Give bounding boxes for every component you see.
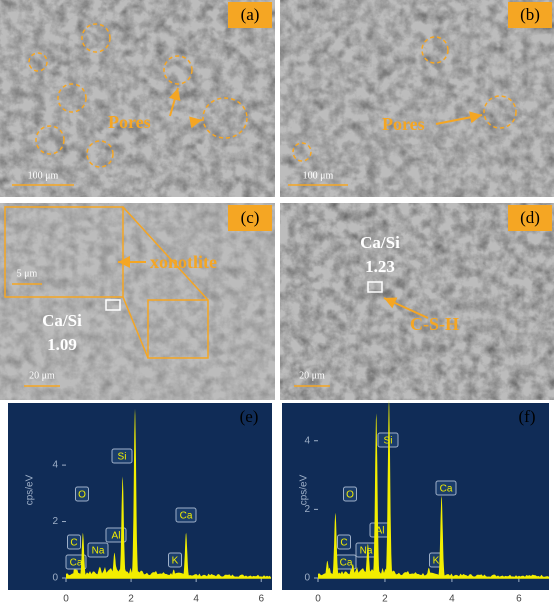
peak — [78, 532, 88, 578]
y-axis-label: cps/eV — [299, 474, 310, 505]
peak — [371, 413, 382, 578]
peak-label: Ca — [340, 558, 353, 569]
peak-label: Ca — [70, 558, 83, 569]
x-tick-label: 0 — [315, 594, 321, 605]
peak-label: C — [340, 538, 347, 549]
peak — [347, 564, 358, 578]
peak — [423, 567, 434, 578]
y-tick-label: 2 — [52, 516, 58, 527]
peak — [168, 569, 179, 578]
peak-label: Al — [376, 526, 385, 537]
panel-label: (f) — [519, 407, 536, 426]
peak — [322, 560, 333, 578]
x-tick-label: 6 — [516, 594, 522, 605]
x-tick-label: 2 — [382, 594, 388, 605]
ratio-label: Ca/Si — [42, 311, 82, 330]
peak-label-box — [377, 432, 399, 448]
peak — [383, 399, 394, 578]
peak — [72, 569, 82, 578]
ratio-value: 1.23 — [365, 257, 395, 276]
peak-label: K — [433, 556, 440, 567]
annotation: Pores — [108, 112, 151, 132]
y-tick-label: 2 — [304, 504, 310, 515]
peak — [109, 552, 120, 578]
y-axis-label: cps/eV — [25, 474, 36, 505]
ratio-label: Ca/Si — [360, 233, 400, 252]
peak-label-box — [87, 542, 109, 558]
peak-label-box — [75, 486, 89, 502]
peak-label: O — [78, 490, 86, 501]
peak — [94, 566, 105, 578]
peak-label-box — [67, 534, 81, 550]
peak-label: K — [172, 556, 179, 567]
x-tick-label: 4 — [193, 594, 199, 605]
panel-label: (c) — [241, 208, 260, 227]
peak — [362, 543, 373, 578]
spectrum-bg — [8, 403, 272, 590]
analysis-boxes — [105, 281, 383, 311]
peak-label: Ca — [440, 484, 453, 495]
sem-images — [0, 0, 554, 400]
peak-label-box — [343, 486, 357, 502]
y-tick-label: 0 — [304, 573, 310, 584]
peak — [130, 408, 140, 578]
peak-label-box — [337, 534, 351, 550]
peak-label: Si — [118, 452, 127, 463]
peak-label: O — [346, 490, 354, 501]
peak-label-box — [175, 507, 197, 523]
peak-label: Si — [384, 436, 393, 447]
peak-label: Na — [92, 546, 105, 557]
peak-label: C — [70, 538, 77, 549]
x-tick-label: 6 — [258, 594, 264, 605]
peak-label-box — [105, 527, 127, 543]
peak — [70, 561, 80, 578]
peak-label: Ca — [180, 511, 193, 522]
panel-label: (b) — [520, 5, 540, 24]
spectrum-bg — [282, 403, 549, 590]
y-tick-label: 4 — [52, 460, 58, 471]
peak-label-box — [168, 552, 182, 568]
peak — [436, 495, 447, 578]
scale-bar-label: 100 μm — [28, 170, 59, 181]
annotation: C-S-H — [410, 314, 459, 334]
ratio-value: 1.09 — [47, 335, 77, 354]
y-tick-label: 0 — [52, 573, 58, 584]
scale-bar-label: 5 μm — [17, 268, 38, 279]
panel-label: (a) — [241, 5, 260, 24]
peak — [181, 532, 191, 578]
y-tick-label: 4 — [304, 435, 310, 446]
x-tick-label: 0 — [63, 594, 69, 605]
peak — [330, 512, 341, 578]
inset-frame — [4, 206, 209, 359]
scale-bar-label: 100 μm — [303, 170, 334, 181]
x-tick-label: 4 — [449, 594, 455, 605]
scale-bar-label: 20 μm — [29, 370, 55, 381]
continuum — [66, 564, 271, 578]
x-tick-label: 2 — [128, 594, 134, 605]
panel-label: (e) — [240, 407, 259, 426]
scale-bar-label: 20 μm — [299, 370, 325, 381]
peak-label-box — [65, 554, 87, 570]
peak-label: Na — [360, 546, 373, 557]
peak-label-box — [111, 448, 133, 464]
peak — [324, 567, 335, 578]
peak-label-box — [435, 480, 457, 496]
panel-label: (d) — [520, 208, 540, 227]
pore-circles — [28, 23, 517, 168]
peak-label: Al — [112, 531, 121, 542]
annotation: xonotlite — [150, 252, 217, 272]
annotation: Pores — [382, 114, 425, 134]
peak — [117, 476, 128, 578]
